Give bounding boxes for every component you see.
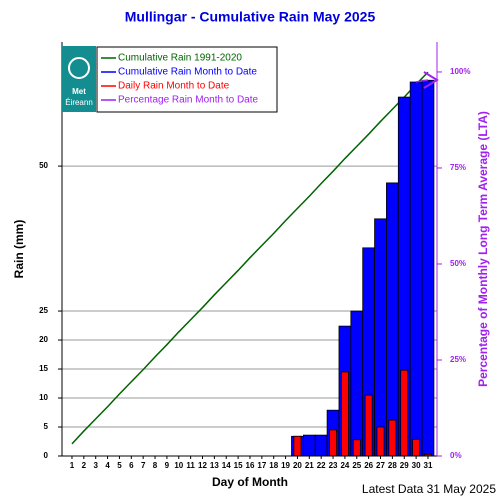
x-tick-label: 13 xyxy=(210,461,219,470)
x-axis-label: Day of Month xyxy=(212,475,288,489)
legend-label: Percentage Rain Month to Date xyxy=(118,95,259,106)
x-tick-label: 15 xyxy=(234,461,243,470)
x-tick-label: 2 xyxy=(82,461,87,470)
x-tick-label: 6 xyxy=(129,461,134,470)
y2-tick-label: 75% xyxy=(450,163,466,172)
bar xyxy=(352,439,361,457)
logo-mark xyxy=(68,57,90,79)
x-tick-label: 18 xyxy=(269,461,278,470)
y2-tick-label: 100% xyxy=(450,67,470,76)
bar xyxy=(364,394,373,457)
bar xyxy=(376,426,385,457)
y2-tick-label: 25% xyxy=(450,355,466,364)
legend-label: Daily Rain Month to Date xyxy=(118,81,230,92)
x-tick-label: 30 xyxy=(412,461,421,470)
y2-tick-label: 50% xyxy=(450,259,466,268)
footer: Latest Data 31 May 2025 xyxy=(362,482,496,496)
y2-tick-label: 0% xyxy=(450,451,462,460)
x-tick-label: 3 xyxy=(93,461,98,470)
x-tick-label: 22 xyxy=(317,461,326,470)
line xyxy=(71,71,429,445)
bar xyxy=(350,310,364,457)
x-tick-label: 27 xyxy=(376,461,385,470)
y-tick-label: 15 xyxy=(39,364,48,373)
x-tick-label: 24 xyxy=(340,461,349,470)
x-tick-label: 8 xyxy=(153,461,158,470)
line xyxy=(415,79,429,83)
x-tick-label: 20 xyxy=(293,461,302,470)
x-tick-label: 1 xyxy=(70,461,75,470)
bar xyxy=(386,182,399,457)
logo-text: Éireann xyxy=(65,98,93,107)
bar xyxy=(314,434,328,457)
y-axis-label: Rain (mm) xyxy=(12,220,26,279)
x-tick-label: 28 xyxy=(388,461,397,470)
x-tick-label: 16 xyxy=(246,461,255,470)
bar xyxy=(293,435,302,457)
x-tick-label: 23 xyxy=(329,461,338,470)
x-tick-label: 25 xyxy=(352,461,361,470)
y-tick-label: 20 xyxy=(39,335,48,344)
x-tick-label: 4 xyxy=(105,461,110,470)
y-tick-label: 25 xyxy=(39,306,48,315)
x-tick-label: 12 xyxy=(198,461,207,470)
y-tick-label: 10 xyxy=(39,393,48,402)
x-tick-label: 14 xyxy=(222,461,231,470)
bar xyxy=(374,218,387,457)
x-tick-label: 5 xyxy=(117,461,122,470)
y-tick-label: 5 xyxy=(44,422,49,431)
legend-label: Cumulative Rain Month to Date xyxy=(118,67,257,78)
bar xyxy=(400,369,409,457)
x-tick-label: 26 xyxy=(364,461,373,470)
bar xyxy=(421,79,435,457)
x-tick-label: 17 xyxy=(257,461,266,470)
x-tick-label: 29 xyxy=(400,461,409,470)
bar xyxy=(329,429,338,457)
chart-title: Mullingar - Cumulative Rain May 2025 xyxy=(125,9,376,25)
legend-box xyxy=(96,46,278,113)
logo-text: Met xyxy=(72,87,86,96)
x-tick-label: 9 xyxy=(165,461,170,470)
y2-axis-label: Percentage of Monthly Long Term Average … xyxy=(476,111,490,387)
x-tick-label: 7 xyxy=(141,461,146,470)
x-tick-label: 21 xyxy=(305,461,314,470)
legend-label: Cumulative Rain 1991-2020 xyxy=(118,53,242,64)
x-tick-label: 10 xyxy=(174,461,183,470)
bar xyxy=(340,371,349,457)
bar xyxy=(412,438,421,457)
y-tick-label: 0 xyxy=(44,451,49,460)
bar xyxy=(302,434,316,457)
x-tick-label: 31 xyxy=(424,461,433,470)
bar xyxy=(409,81,423,457)
x-tick-label: 19 xyxy=(281,461,290,470)
y-tick-label: 50 xyxy=(39,161,48,170)
bar xyxy=(388,419,397,457)
x-tick-label: 11 xyxy=(186,461,195,470)
